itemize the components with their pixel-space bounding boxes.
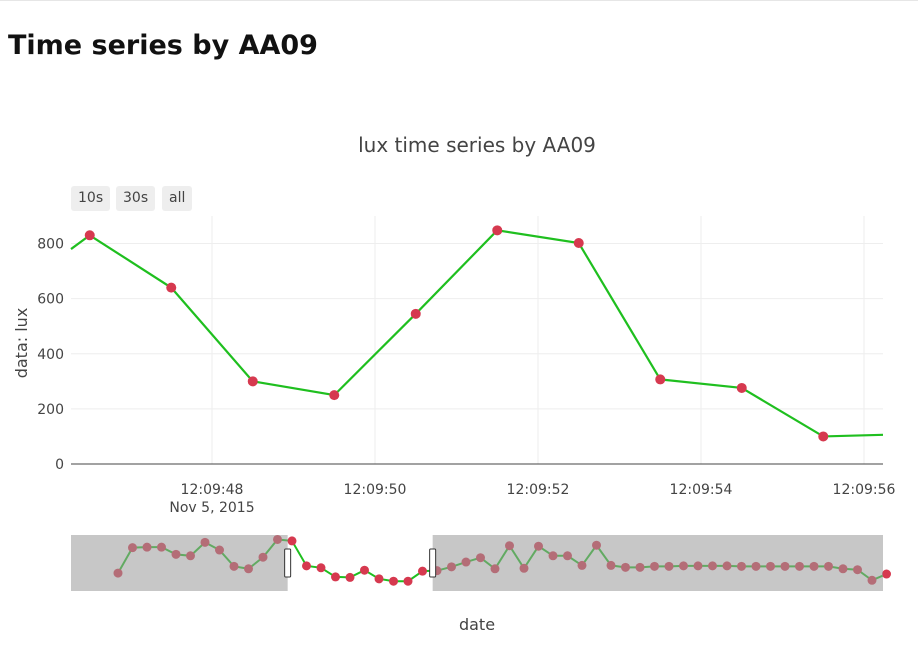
page-title: Time series by AA09 (8, 30, 318, 61)
range-slider-mask-left (71, 535, 288, 591)
x-tick-label: 12:09:52 (507, 482, 570, 498)
range-slider-point (374, 574, 384, 584)
y-tick-label: 400 (37, 347, 64, 363)
range-slider-point (882, 569, 891, 579)
plot-area (70, 225, 884, 442)
data-point (410, 308, 421, 319)
x-axis-label: date (459, 615, 495, 634)
range-slider[interactable] (71, 534, 891, 591)
top-divider (0, 0, 918, 1)
range-slider-point (403, 576, 413, 586)
data-point (573, 238, 584, 249)
y-tick-label: 600 (37, 292, 64, 308)
range-slider-point (360, 565, 369, 575)
range-slider-point (389, 576, 398, 586)
data-point (329, 390, 340, 401)
grid (71, 216, 883, 464)
series-points (84, 225, 829, 442)
y-tick-label: 800 (37, 237, 64, 253)
y-tick-label: 200 (37, 402, 64, 418)
range-slider-point (345, 572, 355, 582)
range-slider-point (316, 563, 326, 573)
range-button-30s[interactable]: 30s (116, 186, 156, 211)
data-point (166, 282, 177, 293)
data-point (247, 376, 258, 387)
range-button-10s[interactable]: 10s (71, 186, 111, 211)
data-point (736, 382, 747, 393)
range-button-all[interactable]: all (162, 186, 193, 211)
range-slider-point (418, 566, 427, 576)
data-point (492, 225, 503, 236)
y-axis-label: data: lux (12, 308, 31, 379)
x-tick-label: 12:09:54 (670, 482, 733, 498)
range-slider-point (287, 536, 297, 546)
data-point (818, 431, 829, 442)
range-slider-handle-left[interactable] (284, 548, 292, 578)
data-point (655, 374, 666, 385)
x-tick-labels: 12:09:48 12:09:50 12:09:52 12:09:54 12:09:56 (181, 482, 896, 498)
range-slider-point (302, 561, 311, 571)
x-tick-date: Nov 5, 2015 (169, 500, 254, 516)
y-tick-labels: 0 200 400 600 800 (37, 237, 64, 473)
x-tick-label: 12:09:50 (344, 482, 407, 498)
range-slider-point (331, 572, 340, 582)
y-tick-label: 0 (55, 457, 64, 473)
series-line (70, 229, 884, 438)
data-point (84, 230, 95, 241)
range-slider-handle-right[interactable] (429, 548, 437, 578)
range-slider-mask-right (432, 535, 883, 591)
x-tick-label: 12:09:56 (833, 482, 896, 498)
x-tick-label: 12:09:48 (181, 482, 244, 498)
chart-title: lux time series by AA09 (358, 133, 596, 157)
